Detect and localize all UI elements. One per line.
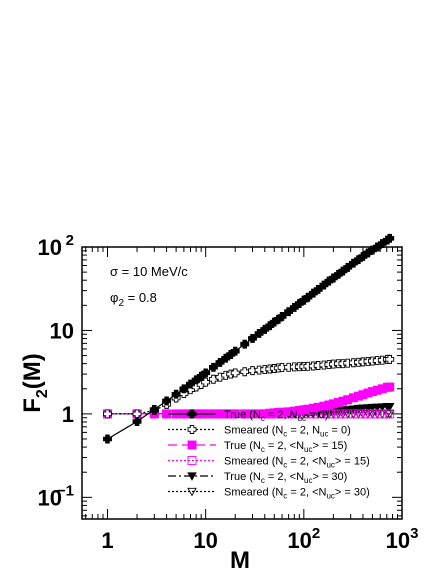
data-point [303,292,313,302]
data-point [215,357,225,367]
data-point [367,409,377,419]
tick-labels: 1 10 102 103 10−1 1 10 10 2 [38,232,419,553]
legend-label: Smeared (Nc = 2, <Nuc> = 15) [224,456,370,470]
plot-frame [81,246,403,520]
legend-entry: Smeared (Nc = 2, Nuc = 0) [168,425,351,439]
y-tick-label: 1 [62,402,74,427]
data-point [333,409,343,419]
data-point [338,409,348,419]
legend-marker [187,440,197,450]
data-point [363,409,373,419]
data-point [149,405,159,414]
legend-label: True (Nc = 2, <Nuc> = 30) [224,471,347,485]
axis-ticks [82,246,403,519]
legend-entry: Smeared (Nc = 2, <Nuc> = 15) [168,456,370,470]
data-point [186,379,195,389]
y-tick-label: 10 2 [38,232,74,260]
legend-label: Smeared (Nc = 2, Nuc = 0) [224,425,351,439]
legend-marker [187,456,197,465]
data-point [171,389,181,399]
data-point [240,339,250,349]
data-point [230,346,240,356]
annotations: σ = 10 MeV/c φ2 = 0.8 [110,264,188,309]
data-point [385,233,395,243]
x-axis-title: M [230,547,250,574]
data-point [372,409,382,419]
legend-label: True (Nc = 2, <Nuc> = 15) [224,440,347,454]
legend-entry: True (Nc = 2, <Nuc> = 15) [168,440,347,454]
data-point [230,409,240,419]
y-tick-label: 10 [50,318,74,343]
data-point [324,409,334,419]
annotation-sigma: σ = 10 MeV/c [110,264,188,279]
data-point [162,396,172,406]
legend-marker [187,472,197,481]
legend: True (Nc = 2, Nuc = 0) Smeared (Nc = 2, N… [168,409,370,501]
data-point [377,409,387,419]
y-axis-title: F2(M) [19,353,51,413]
data-point [103,409,112,419]
annotation-phi: φ2 = 0.8 [110,290,157,309]
data-point [240,367,250,377]
data-point [179,384,189,394]
data-point [385,354,395,364]
legend-entry: True (Nc = 2, <Nuc> = 30) [168,471,347,485]
legend-entry: True (Nc = 2, Nuc = 0) [168,409,328,423]
y-tick-label: 10−1 [38,482,74,510]
data-point [103,434,112,444]
data-point [313,284,323,294]
data-point [201,368,211,378]
data-point [248,333,257,343]
data-point [277,363,287,372]
data-point [353,409,363,419]
data-point [208,374,218,384]
data-point [343,262,353,272]
data-point [230,368,240,378]
legend-label: True (Nc = 2, Nuc = 0) [224,409,328,423]
data-point [328,409,338,419]
data-point [384,403,395,412]
data-point [358,409,368,419]
data-point [277,312,287,321]
data-point [248,366,257,376]
legend-marker [187,487,197,497]
legend-marker [187,425,197,434]
data-point [208,362,218,372]
series-2 [103,354,395,419]
x-tick-label: 103 [386,525,419,553]
legend-entry: Smeared (Nc = 2, <Nuc> = 30) [168,487,370,501]
legend-label: Smeared (Nc = 2, <Nuc> = 30) [224,487,370,501]
data-point [385,382,395,392]
data-point [254,329,264,338]
data-point [132,417,142,426]
x-tick-label: 10 [193,528,217,553]
data-point [284,307,294,317]
data-point [348,409,358,419]
data-point [343,409,353,419]
x-tick-label: 1 [101,528,113,553]
data-point [385,409,395,419]
legend-marker [187,409,197,419]
x-tick-label: 102 [287,525,320,553]
series-1 [103,233,395,444]
